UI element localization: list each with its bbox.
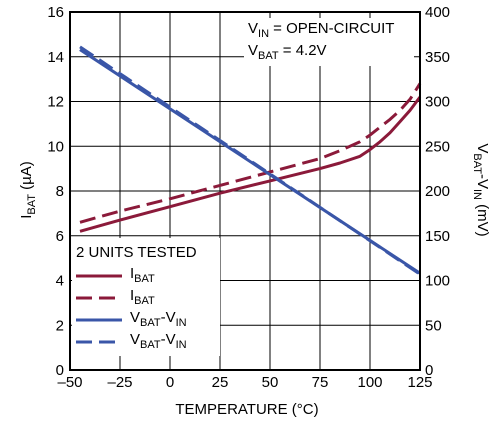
y2-axis-title: VBAT-VIN (mV) xyxy=(471,143,491,236)
legend-title: 2 UNITS TESTED xyxy=(76,244,197,261)
y2-tick-label: 400 xyxy=(425,4,450,21)
y2-tick-label: 200 xyxy=(425,183,450,200)
y-tick-label: 16 xyxy=(47,4,64,21)
annotation-vbat: VBAT = 4.2V xyxy=(248,42,327,62)
y2-tick-label: 50 xyxy=(425,317,442,334)
x-tick-label: 0 xyxy=(166,374,174,391)
x-tick-labels: –50 –25 0 25 50 75 100 125 xyxy=(57,374,432,391)
x-tick-label: –25 xyxy=(107,374,132,391)
annotation-background xyxy=(244,18,414,66)
y2-tick-label: 350 xyxy=(425,49,450,66)
x-tick-label: –50 xyxy=(57,374,82,391)
y2-tick-label: 300 xyxy=(425,94,450,111)
y-axis-title: IBAT (µA) xyxy=(18,161,38,219)
legend-label-2: VBAT-VIN xyxy=(130,309,187,329)
y2-tick-labels: 0 50 100 150 200 250 300 350 400 xyxy=(425,4,450,379)
x-tick-label: 25 xyxy=(212,374,229,391)
plot-series xyxy=(79,45,422,276)
series-line-1 xyxy=(79,82,422,224)
y-tick-label: 0 xyxy=(56,362,64,379)
series-line-2 xyxy=(79,48,421,275)
y-tick-label: 8 xyxy=(56,183,64,200)
y-tick-label: 10 xyxy=(47,138,64,155)
legend-label-0: IBAT xyxy=(130,265,155,285)
y2-tick-label: 250 xyxy=(425,138,450,155)
x-tick-label: 50 xyxy=(262,374,279,391)
plot-frame xyxy=(69,11,421,371)
x-tick-label: 100 xyxy=(357,374,382,391)
x-tick-label: 125 xyxy=(407,374,432,391)
legend-label-1: IBAT xyxy=(130,287,155,307)
legend-label-3: VBAT-VIN xyxy=(130,331,187,351)
x-axis-title: TEMPERATURE (°C) xyxy=(175,401,318,418)
y-tick-label: 6 xyxy=(56,228,64,245)
annotation-vin: VIN = OPEN-CIRCUIT xyxy=(248,20,394,40)
x-tick-label: 75 xyxy=(312,374,329,391)
y-tick-label: 4 xyxy=(56,273,64,290)
y2-tick-label: 0 xyxy=(425,362,433,379)
y-tick-label: 12 xyxy=(47,94,64,111)
y-tick-label: 2 xyxy=(56,317,64,334)
y-tick-label: 14 xyxy=(47,49,64,66)
series-line-0 xyxy=(79,96,422,233)
legend-background xyxy=(72,238,220,356)
y2-tick-label: 100 xyxy=(425,273,450,290)
y-tick-labels: 0 2 4 6 8 10 12 14 16 xyxy=(47,4,64,379)
y2-tick-label: 150 xyxy=(425,228,450,245)
